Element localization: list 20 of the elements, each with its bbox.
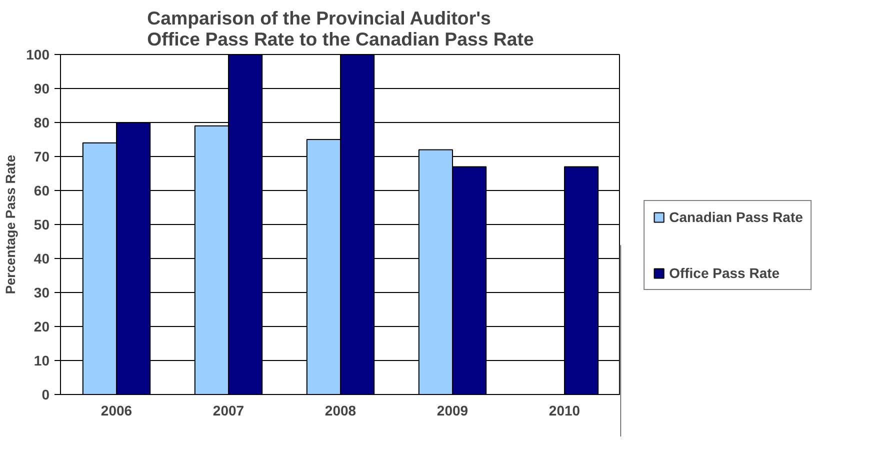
y-tick-label: 100 xyxy=(26,46,50,62)
y-tick-label: 30 xyxy=(34,284,50,300)
y-tick-label: 20 xyxy=(34,318,50,334)
y-tick-label: 70 xyxy=(34,148,50,164)
y-tick-label: 40 xyxy=(34,250,50,266)
chart-title: Camparison of the Provincial Auditor's Office Pass Rate to the Canadian Pass Rate xyxy=(147,8,534,50)
y-tick-label: 0 xyxy=(42,386,50,402)
x-tick-label: 2010 xyxy=(548,402,580,418)
y-tick-label: 90 xyxy=(34,80,50,96)
y-tick-label: 80 xyxy=(34,114,50,130)
legend-label: Office Pass Rate xyxy=(669,265,780,281)
x-tick-label: 2008 xyxy=(324,402,356,418)
legend-label: Canadian Pass Rate xyxy=(669,209,803,225)
y-tick-label: 10 xyxy=(34,352,50,368)
y-axis-title: Percentage Pass Rate xyxy=(3,154,18,294)
x-tick-label: 2009 xyxy=(436,402,468,418)
x-tick-label: 2006 xyxy=(100,402,132,418)
x-tick-label: 2007 xyxy=(212,402,244,418)
y-tick-label: 50 xyxy=(34,216,50,232)
y-tick-label: 60 xyxy=(34,182,50,198)
